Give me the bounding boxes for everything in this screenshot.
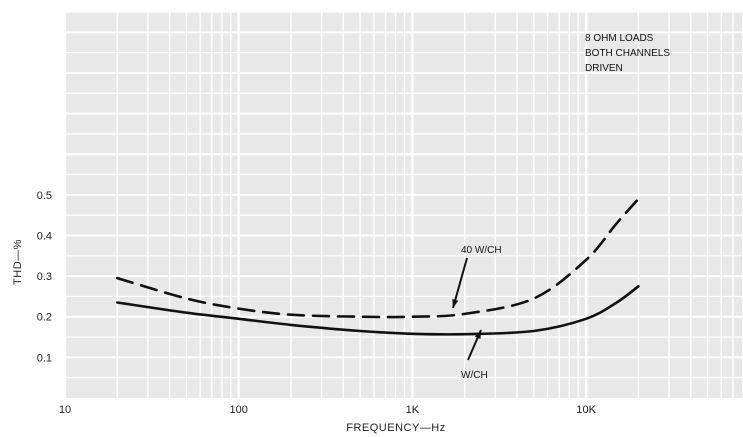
pointer-40w-head [452,299,459,308]
series-line-0 [116,197,640,319]
y-axis-label: THD—% [12,239,24,285]
series-line-1 [116,285,640,336]
pointer-w-head [474,330,481,339]
x-tick-label-2: 1K [406,404,420,416]
x-tick-label-0: 10 [59,404,71,416]
series-layer [116,197,640,336]
pointer-layer [452,257,482,361]
annotation-line-1: 8 OHM LOADS [585,33,654,44]
pointer-40w-shaft [452,257,468,309]
series-label-40w: 40 W/CH [461,245,502,256]
y-tick-label-4: 0.5 [37,190,52,202]
annotation-line-2: BOTH CHANNELS [585,48,670,59]
tick-labels: 10 100 1K 10K 0.1 0.2 0.3 0.4 0.5 [37,190,597,416]
x-axis-label: FREQUENCY—Hz [346,422,446,434]
y-tick-label-3: 0.4 [37,230,52,242]
y-tick-label-2: 0.3 [37,271,52,283]
y-tick-label-0: 0.1 [37,352,52,364]
x-tick-label-3: 10K [576,404,596,416]
series-label-w: W/CH [461,370,488,381]
y-tick-label-1: 0.2 [37,312,52,324]
annotation-line-3: DRIVEN [585,63,623,74]
x-tick-label-1: 100 [230,404,248,416]
